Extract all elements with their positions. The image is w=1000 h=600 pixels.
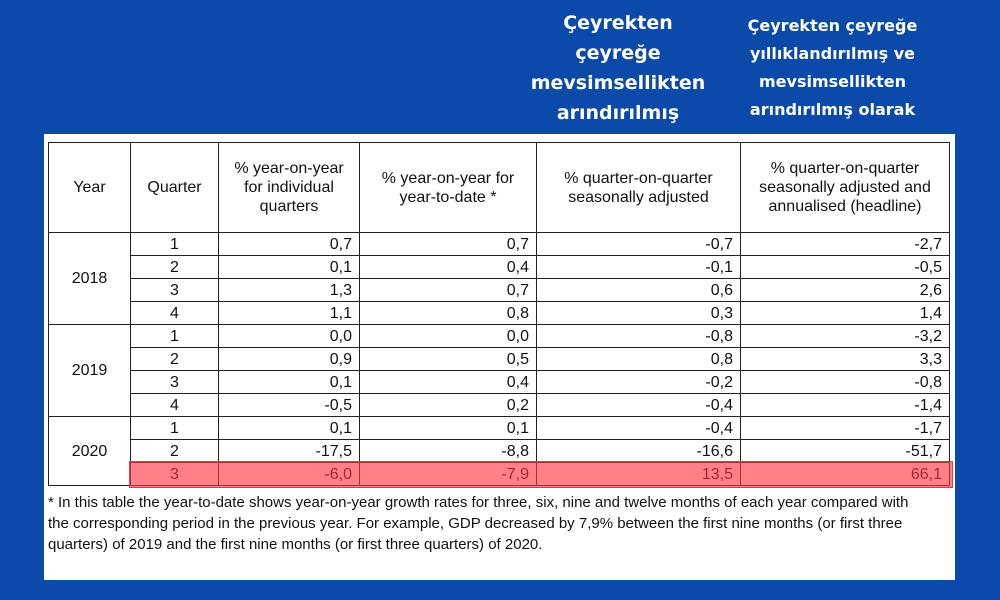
quarter-cell: 4 [130,301,219,325]
header-yoy-individual: % year-on-year for individual quarters [218,142,360,233]
value-cell-yoy-individual: 0,1 [218,416,360,440]
label-line: yıllıklandırılmış ve [749,44,915,63]
value-cell-qoq-sa: 13,5 [536,462,741,486]
value-cell-qoq-sa: 0,8 [536,347,741,371]
table-row: 3 1,3 0,7 0,6 2,6 [49,278,950,302]
quarter-cell: 4 [130,393,219,417]
header-year: Year [48,142,131,233]
table-row: 4 1,1 0,8 0,3 1,4 [49,301,950,325]
table-row: 2018 1 0,7 0,7 -0,7 -2,7 [48,232,950,325]
value-cell-qoq-sa: -0,2 [536,370,741,394]
value-cell-yoy-ytd: -7,9 [359,462,537,486]
table-header-row: Year Quarter % year-on-year for individu… [48,142,950,233]
value-cell-yoy-individual: 0,1 [218,370,360,394]
header-yoy-ytd: % year-on-year for year-to-date * [359,142,537,233]
value-cell-qoq-sa: 0,3 [536,301,741,325]
value-cell-qoq-annualised: -51,7 [740,439,950,463]
label-line: Çeyrekten çeyreğe [747,16,918,35]
label-line: mevsimsellikten [759,72,906,91]
value-cell-qoq-annualised: 1,4 [740,301,950,325]
quarter-cell: 1 [130,416,219,440]
value-cell-yoy-ytd: 0,4 [359,255,537,279]
quarter-cell: 2 [130,347,219,371]
label-line: çeyreğe [575,42,661,64]
value-cell-qoq-annualised: -3,2 [740,324,950,348]
value-cell-yoy-ytd: 0,5 [359,347,537,371]
label-line: Çeyrekten [563,12,673,34]
header-quarter: Quarter [130,142,219,233]
quarter-cell: 3 [130,462,219,486]
quarter-cell: 3 [130,370,219,394]
quarter-cell: 2 [130,255,219,279]
value-cell-qoq-annualised: -1,7 [740,416,950,440]
quarter-cell: 2 [130,439,219,463]
value-cell-yoy-individual: 0,1 [218,255,360,279]
year-cell: 2019 [48,324,131,417]
label-line: arındırılmış [556,102,680,124]
value-cell-qoq-annualised: -0,8 [740,370,950,394]
value-cell-yoy-ytd: 0,8 [359,301,537,325]
table-row: 2020 1 0,1 0,1 -0,4 -1,7 [48,416,950,486]
value-cell-yoy-individual: -17,5 [218,439,360,463]
table-row: 3 -6,0 -7,9 13,5 66,1 [49,462,950,486]
value-cell-yoy-individual: -6,0 [218,462,360,486]
value-cell-qoq-annualised: -0,5 [740,255,950,279]
value-cell-yoy-ytd: 0,7 [359,278,537,302]
header-qoq-annualised: % quarter-on-quarter seasonally adjusted… [740,142,950,233]
value-cell-yoy-ytd: 0,7 [359,232,537,256]
value-cell-qoq-sa: 0,6 [536,278,741,302]
value-cell-qoq-sa: -0,8 [536,324,741,348]
turkish-label-quarter-on-quarter: Çeyrekten çeyreğe mevsimsellikten arındı… [520,8,716,128]
value-cell-yoy-individual: 0,0 [218,324,360,348]
table-row: 4 -0,5 0,2 -0,4 -1,4 [49,393,950,417]
value-cell-yoy-individual: 1,1 [218,301,360,325]
footnote: * In this table the year-to-date shows y… [48,494,909,553]
year-cell: 2018 [48,232,131,325]
value-cell-qoq-sa: -0,1 [536,255,741,279]
value-cell-qoq-annualised: -1,4 [740,393,950,417]
value-cell-qoq-annualised: 66,1 [740,462,950,486]
turkish-label-annualised: Çeyrekten çeyreğe yıllıklandırılmış ve m… [730,12,935,124]
value-cell-yoy-ytd: 0,1 [359,416,537,440]
value-cell-qoq-annualised: -2,7 [740,232,950,256]
label-line: mevsimsellikten [530,72,706,94]
table-panel: Year Quarter % year-on-year for individu… [44,134,955,580]
header-qoq-sa: % quarter-on-quarter seasonally adjusted [536,142,741,233]
quarter-cell: 1 [130,232,219,256]
table-row: 3 0,1 0,4 -0,2 -0,8 [49,370,950,394]
value-cell-qoq-annualised: 3,3 [740,347,950,371]
value-cell-yoy-individual: -0,5 [218,393,360,417]
value-cell-yoy-individual: 0,7 [218,232,360,256]
value-cell-qoq-annualised: 2,6 [740,278,950,302]
value-cell-yoy-individual: 1,3 [218,278,360,302]
value-cell-qoq-sa: -0,4 [536,416,741,440]
value-cell-qoq-sa: -0,4 [536,393,741,417]
table-row: 2 -17,5 -8,8 -16,6 -51,7 [49,439,950,463]
value-cell-qoq-sa: -0,7 [536,232,741,256]
value-cell-yoy-ytd: 0,0 [359,324,537,348]
value-cell-yoy-ytd: 0,2 [359,393,537,417]
value-cell-yoy-ytd: -8,8 [359,439,537,463]
table-row: 2019 1 0,0 0,0 -0,8 -3,2 [48,324,950,417]
value-cell-yoy-individual: 0,9 [218,347,360,371]
quarter-cell: 1 [130,324,219,348]
value-cell-qoq-sa: -16,6 [536,439,741,463]
table-row: 2 0,9 0,5 0,8 3,3 [49,347,950,371]
value-cell-yoy-ytd: 0,4 [359,370,537,394]
table-row: 2 0,1 0,4 -0,1 -0,5 [49,255,950,279]
gdp-growth-table: Year Quarter % year-on-year for individu… [48,142,950,486]
quarter-cell: 3 [130,278,219,302]
year-cell: 2020 [48,416,131,486]
label-line: arındırılmış olarak [749,100,916,119]
